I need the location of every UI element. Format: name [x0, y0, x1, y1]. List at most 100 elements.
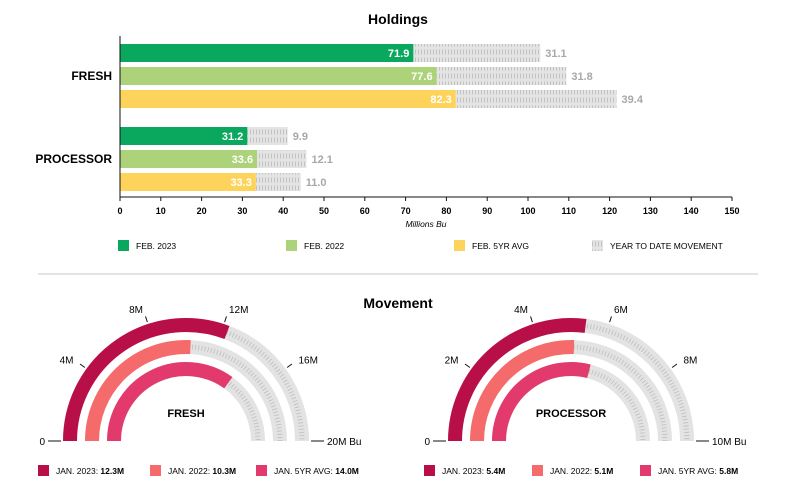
bar-value-label: 33.3: [230, 177, 251, 189]
ytd-value-label: 9.9: [293, 131, 308, 143]
gauge-tick-mark: [530, 316, 533, 323]
ytd-movement-bar: [413, 44, 541, 62]
bar-value-label: 82.3: [430, 94, 451, 106]
bar-value-label: 31.2: [222, 131, 243, 143]
x-axis-label: Millions Bu: [405, 219, 446, 229]
legend-series-name: JAN. 2023:: [442, 466, 486, 476]
x-tick-label: 10: [156, 206, 166, 216]
x-tick-label: 40: [278, 206, 288, 216]
legend-label-feb-2022: FEB. 2022: [304, 241, 344, 251]
legend-series-value: 5.8M: [719, 466, 738, 476]
legend-series-name: JAN. 2023:: [56, 466, 100, 476]
gauge-tick-label: 4M: [514, 305, 528, 316]
legend-swatch-feb-2022: [286, 240, 297, 251]
gauge-track: [492, 362, 650, 442]
ytd-movement-bar: [257, 150, 307, 168]
gauge-tick-label: 0: [39, 437, 45, 448]
legend-swatch-jan-2023: [38, 465, 49, 476]
gauge-tick-mark: [671, 363, 678, 368]
holdings-bar-feb-2023: [120, 44, 414, 62]
category-label-processor: PROCESSOR: [35, 152, 112, 166]
holdings-bar-feb-2022: [120, 150, 258, 168]
legend-label-jan-2022: JAN. 2022: 5.1M: [550, 466, 613, 476]
x-tick-label: 60: [360, 206, 370, 216]
gauge-arc-jan-2023: [448, 318, 587, 442]
gauge-tick-label: 6M: [614, 305, 628, 316]
legend-label-jan-2023: JAN. 2023: 5.4M: [442, 466, 505, 476]
gauge-track-hatch: [496, 366, 646, 442]
ytd-movement-bar: [436, 67, 567, 85]
legend-swatch-jan-2022: [532, 465, 543, 476]
gauge-arc-jan-5yr-avg: [492, 362, 591, 442]
ytd-value-label: 31.1: [545, 48, 566, 60]
gauge-tick-mark: [224, 316, 227, 323]
holdings-bar-feb-5yr-avg: [120, 173, 256, 191]
gauge-tick-label: 8M: [129, 305, 143, 316]
x-tick-label: 20: [197, 206, 207, 216]
ytd-value-label: 39.4: [622, 94, 644, 106]
holdings-bar-feb-2023: [120, 127, 248, 145]
ytd-value-label: 12.1: [311, 154, 332, 166]
gauge-tick-mark: [286, 363, 293, 368]
legend-label-feb-2023: FEB. 2023: [136, 241, 176, 251]
gauge-tick-label: 2M: [445, 355, 459, 366]
legend-series-value: 12.3M: [100, 466, 124, 476]
gauge-track: [107, 362, 265, 442]
legend-series-value: 5.1M: [594, 466, 613, 476]
ytd-movement-bar: [255, 173, 301, 191]
legend-swatch-jan-2022: [150, 465, 161, 476]
legend-swatch-jan-2023: [424, 465, 435, 476]
gauge-track-hatch: [111, 366, 261, 442]
gauge-tick-mark: [464, 363, 471, 368]
ytd-movement-bar: [247, 127, 288, 145]
legend-swatch-feb-2023: [118, 240, 129, 251]
bar-value-label: 71.9: [388, 48, 409, 60]
gauge-tick-mark: [609, 316, 612, 323]
legend-swatch-year-to-date-movement: [592, 240, 603, 251]
holdings-bar-chart: FRESH 71.9 31.1 77.6 31.8 82.3 39.4 PROCESSOR 31…: [35, 36, 740, 229]
x-tick-label: 90: [482, 206, 492, 216]
legend-swatch-jan-5yr-avg: [640, 465, 651, 476]
holdings-title: Holdings: [368, 11, 428, 27]
legend-label-jan-5yr-avg: JAN. 5YR AVG: 5.8M: [658, 466, 738, 476]
x-tick-label: 0: [117, 206, 122, 216]
legend-swatch-feb-5yr-avg: [454, 240, 465, 251]
legend-series-value: 14.0M: [335, 466, 359, 476]
legend-swatch-jan-5yr-avg: [256, 465, 267, 476]
legend-series-value: 10.3M: [212, 466, 236, 476]
category-label-fresh: FRESH: [71, 69, 112, 83]
legend-series-name: JAN. 5YR AVG:: [274, 466, 335, 476]
gauge-tick-label: 16M: [298, 355, 317, 366]
legend-series-name: JAN. 2022:: [168, 466, 212, 476]
legend-label-jan-5yr-avg: JAN. 5YR AVG: 14.0M: [274, 466, 359, 476]
ytd-value-label: 11.0: [306, 177, 327, 189]
gauge-tick-label: 8M: [683, 355, 697, 366]
gauge-arc-jan-2022: [470, 340, 575, 442]
bar-value-label: 33.6: [232, 154, 253, 166]
legend-series-name: JAN. 5YR AVG:: [658, 466, 719, 476]
gauge-tick-mark: [145, 316, 148, 323]
x-tick-label: 140: [684, 206, 699, 216]
ytd-value-label: 31.8: [571, 71, 592, 83]
x-tick-label: 50: [319, 206, 329, 216]
x-tick-label: 150: [724, 206, 739, 216]
x-tick-label: 80: [441, 206, 451, 216]
gauge-tick-mark: [79, 363, 86, 368]
legend-label-jan-2023: JAN. 2023: 12.3M: [56, 466, 124, 476]
gauge-tick-label: 4M: [60, 355, 74, 366]
legend-series-value: 5.4M: [486, 466, 505, 476]
gauge-tick-label: 10M Bu: [712, 437, 746, 448]
gauge-arc-jan-5yr-avg: [107, 362, 233, 442]
legend-label-jan-2022: JAN. 2022: 10.3M: [168, 466, 236, 476]
bar-value-label: 77.6: [411, 71, 432, 83]
legend-label-feb-5yr-avg: FEB. 5YR AVG: [472, 241, 529, 251]
gauge-center-label: FRESH: [167, 408, 204, 420]
x-tick-label: 70: [401, 206, 411, 216]
gauge-arc-jan-2023: [63, 318, 230, 442]
gauge-tick-label: 20M Bu: [327, 437, 361, 448]
